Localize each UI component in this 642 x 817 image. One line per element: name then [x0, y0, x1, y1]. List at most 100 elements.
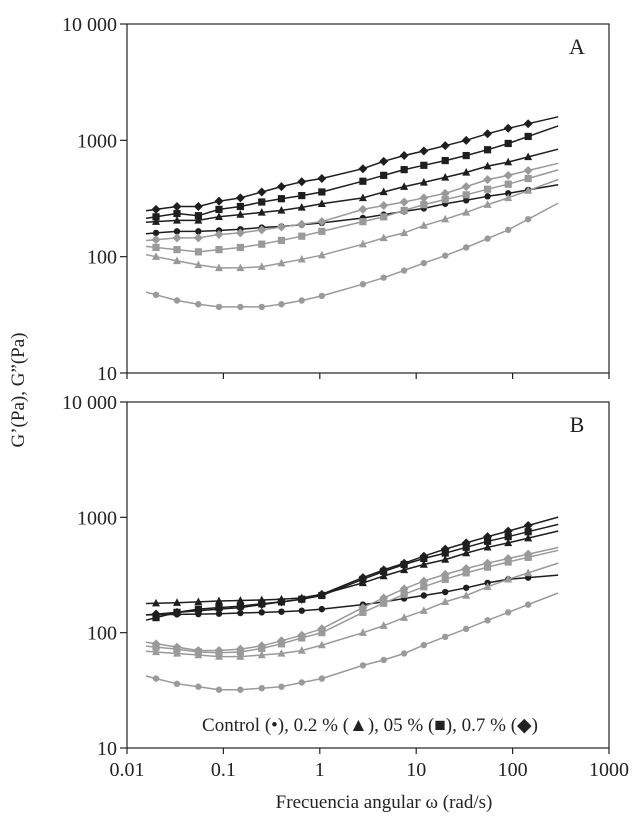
data-point: [462, 244, 470, 251]
data-point: [504, 609, 512, 616]
data-point: [214, 230, 224, 240]
data-point: [214, 604, 224, 614]
data-point: [358, 193, 367, 202]
data-point: [172, 649, 181, 657]
data-point: [379, 233, 388, 242]
x-tick-label: 10: [406, 759, 426, 781]
data-point: [524, 553, 532, 561]
data-point: [317, 250, 326, 259]
data-point: [172, 215, 181, 224]
data-point: [440, 141, 450, 151]
data-point: [420, 201, 428, 209]
panel-label: A: [569, 34, 585, 59]
data-point: [193, 201, 203, 211]
data-point: [236, 243, 244, 252]
data-point: [152, 611, 160, 618]
data-point: [214, 652, 223, 660]
data-point: [257, 262, 266, 270]
series-line: [145, 562, 559, 658]
data-point: [358, 628, 367, 636]
data-point: [400, 565, 409, 574]
series-line: [145, 530, 559, 605]
data-point: [318, 605, 326, 613]
data-point: [462, 584, 470, 591]
data-point: [483, 582, 492, 590]
data-point: [484, 235, 491, 242]
data-point: [462, 168, 471, 176]
data-point: [173, 611, 181, 618]
data-point: [524, 568, 533, 577]
data-point: [504, 180, 512, 188]
data-point: [236, 648, 244, 656]
data-point: [152, 643, 160, 651]
data-point: [277, 195, 286, 203]
data-point: [277, 236, 286, 244]
data-point: [258, 644, 266, 653]
data-point: [462, 625, 470, 633]
data-point: [442, 588, 449, 596]
data-point: [276, 182, 286, 192]
series-line: [145, 178, 559, 269]
y-axis-title: G’(Pa), G”(Pa): [8, 332, 29, 447]
series-control-g-: [145, 183, 559, 237]
data-point: [258, 609, 265, 616]
data-point: [524, 132, 532, 141]
data-point: [172, 598, 181, 606]
data-point: [504, 533, 512, 541]
data-point: [523, 166, 533, 176]
data-point: [400, 650, 408, 657]
data-point: [400, 182, 409, 190]
data-point: [317, 640, 326, 649]
data-point: [173, 680, 181, 688]
data-point: [194, 215, 203, 224]
data-point: [297, 219, 307, 229]
data-point: [257, 600, 267, 610]
data-point: [152, 229, 160, 237]
data-point: [277, 640, 286, 648]
data-point: [483, 532, 493, 542]
data-point: [462, 569, 470, 577]
data-point: [441, 555, 450, 563]
data-point: [523, 119, 533, 129]
data-point: [441, 597, 450, 606]
data-point: [420, 641, 428, 649]
panel-label: B: [570, 412, 585, 437]
data-point: [298, 191, 306, 200]
data-point: [172, 233, 182, 243]
data-point: [257, 650, 266, 659]
data-point: [524, 528, 532, 536]
data-point: [276, 222, 286, 232]
data-point: [504, 157, 513, 166]
data-point: [419, 560, 428, 568]
data-point: [257, 187, 267, 197]
data-point: [419, 177, 428, 186]
data-point: [380, 656, 387, 664]
data-point: [399, 197, 409, 207]
data-point: [441, 195, 449, 204]
data-point: [152, 213, 160, 221]
data-point: [172, 201, 182, 211]
data-point: [194, 248, 202, 256]
data-point: [195, 301, 202, 308]
data-point: [173, 246, 181, 254]
data-point: [173, 209, 181, 218]
series-line: [145, 183, 559, 235]
data-point: [235, 193, 245, 203]
data-point: [483, 161, 492, 170]
data-point: [379, 565, 389, 575]
data-point: [419, 193, 429, 203]
data-point: [237, 609, 244, 617]
series-line: [145, 592, 559, 691]
data-point: [442, 252, 449, 259]
data-point: [276, 597, 286, 607]
data-point: [278, 301, 285, 308]
data-point: [298, 297, 305, 304]
data-point: [524, 152, 533, 161]
data-point: [318, 227, 326, 235]
data-point: [400, 228, 409, 237]
data-point: [440, 544, 450, 554]
data-point: [359, 177, 367, 185]
data-point: [461, 182, 471, 192]
data-point: [419, 551, 429, 561]
data-point: [318, 629, 326, 637]
